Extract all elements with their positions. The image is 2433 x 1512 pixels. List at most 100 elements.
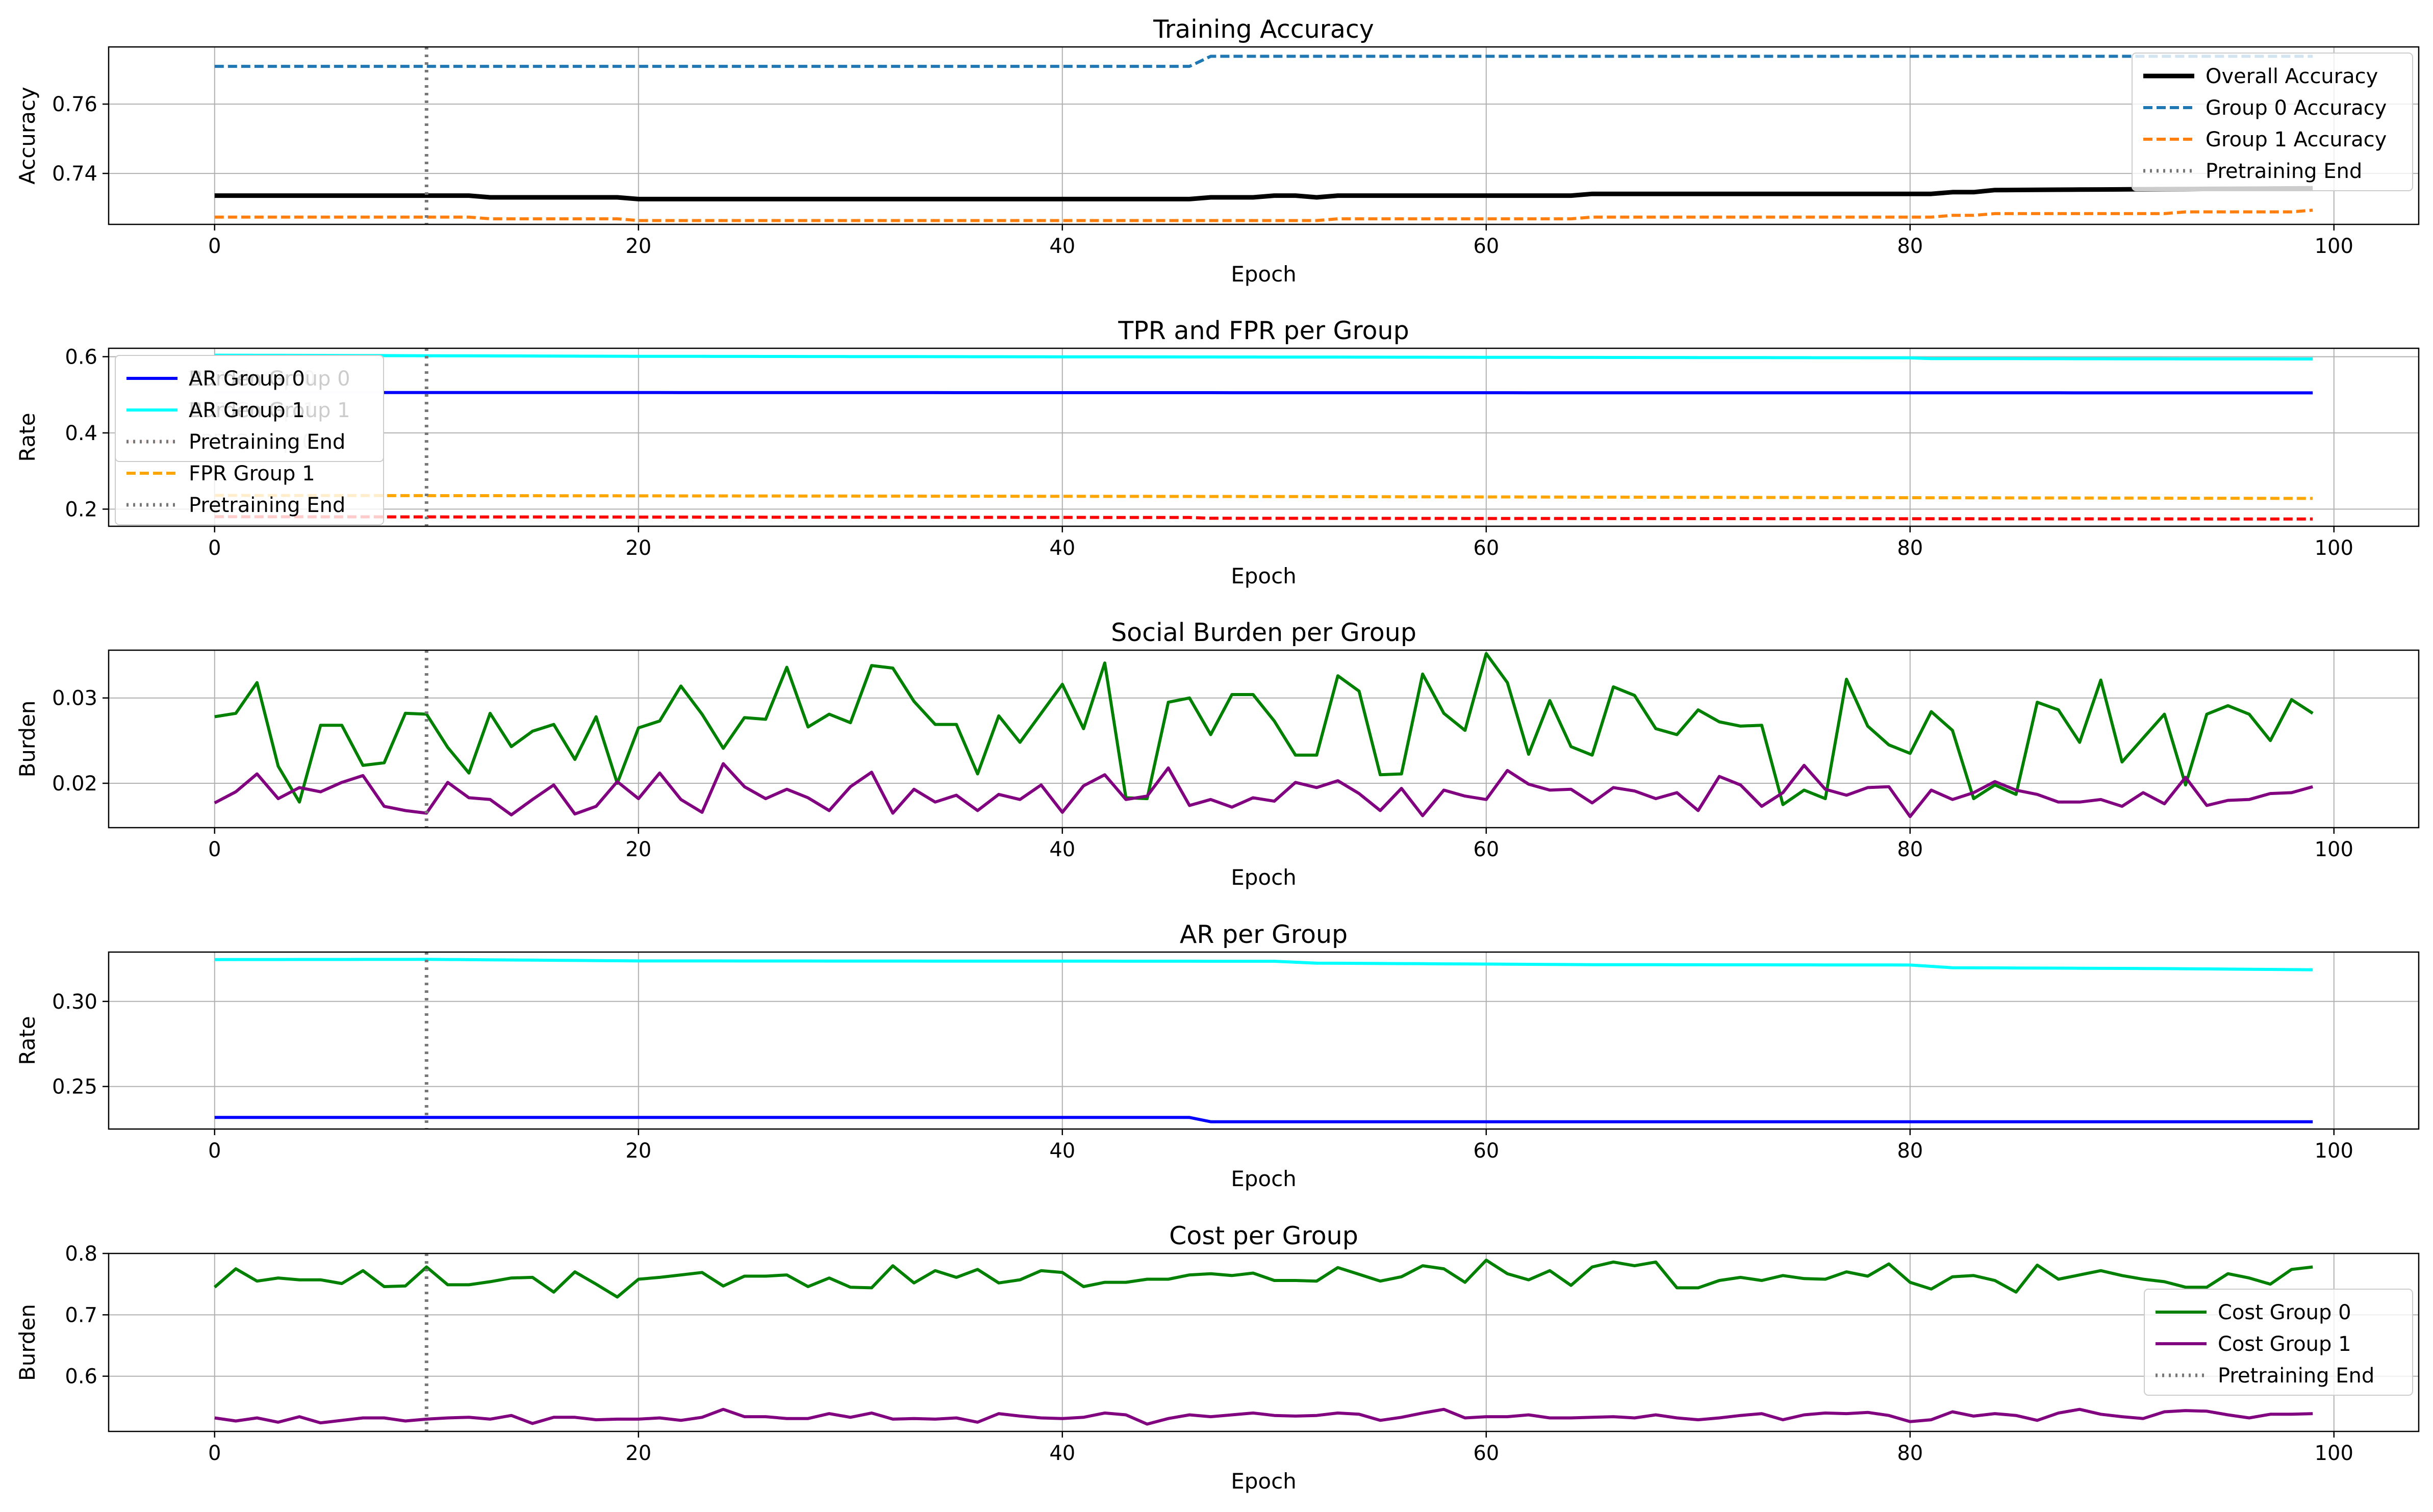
y-axis-label: Burden [15, 1304, 40, 1381]
x-tick-label: 80 [1897, 235, 1923, 258]
y-tick-label: 0.76 [52, 93, 97, 116]
plot-area [214, 348, 2313, 526]
series-line-1 [214, 762, 2314, 818]
axes-frame [108, 1252, 2420, 1432]
legend-label: Cost Group 1 [2218, 1332, 2351, 1356]
x-axis-label: Epoch [1231, 563, 1297, 588]
x-axis-label: Epoch [1231, 1469, 1297, 1494]
x-tick-label: 60 [1473, 536, 1499, 560]
series-line-1 [214, 1407, 2313, 1426]
series-line-2 [214, 515, 2313, 521]
legend-label: Pretraining End [2218, 1364, 2374, 1388]
plot-area [214, 650, 2314, 828]
y-axis-label: Accuracy [15, 87, 40, 185]
y-axis-label: Rate [15, 413, 40, 462]
x-tick-label: 80 [1897, 1442, 1923, 1465]
series-line-0 [213, 1259, 2313, 1299]
x-tick-label: 100 [2315, 536, 2353, 560]
x-tick-label: 100 [2315, 235, 2353, 258]
x-tick-label: 20 [625, 1442, 651, 1465]
x-tick-label: 80 [1897, 838, 1923, 861]
series-line-1 [214, 55, 2313, 68]
legend: AR Group 0 AR Group 1 Pretraining End [115, 355, 384, 462]
series-line-1 [214, 353, 2313, 361]
y-tick-label: 0.03 [52, 687, 97, 710]
panel-4: Cost per Group 0 20 40 60 80 100 0.6 0.7 0.8 Epoch… [15, 1221, 2420, 1494]
x-tick-label: 40 [1049, 235, 1075, 258]
legend-label: Pretraining End [2206, 160, 2362, 183]
axes-frame [108, 649, 2420, 829]
x-tick-label: 60 [1473, 1139, 1499, 1163]
legend-box [2132, 53, 2413, 191]
x-tick-label: 100 [2315, 838, 2353, 861]
panel-0: Training Accuracy 0 20 40 60 80 100 0.74 0.76 Epo… [15, 15, 2420, 287]
y-axis-label: Rate [15, 1016, 40, 1065]
legend-label: Group 1 Accuracy [2206, 128, 2387, 151]
x-tick-label: 20 [625, 235, 651, 258]
y-tick-label: 0.6 [65, 345, 97, 369]
legend-label: Pretraining End [189, 494, 345, 517]
x-axis-label: Epoch [1231, 1166, 1297, 1191]
x-tick-label: 80 [1897, 1139, 1923, 1163]
series-line-0 [214, 1116, 2313, 1123]
legend-label: Cost Group 0 [2218, 1301, 2351, 1324]
panel-title: Training Accuracy [1153, 15, 1374, 44]
legend-label: AR Group 0 [189, 367, 305, 391]
x-tick-label: 40 [1049, 1139, 1075, 1163]
x-tick-label: 20 [625, 838, 651, 861]
x-tick-label: 40 [1049, 838, 1075, 861]
x-axis-label: Epoch [1231, 262, 1297, 287]
panel-title: TPR and FPR per Group [1118, 316, 1409, 345]
x-axis-label: Epoch [1231, 865, 1297, 890]
series-line-3 [214, 494, 2313, 500]
panel-title: AR per Group [1180, 920, 1348, 949]
x-tick-label: 40 [1049, 536, 1075, 560]
y-axis-label: Burden [15, 700, 40, 777]
legend: Cost Group 0 Cost Group 1 Pretraining End [2144, 1289, 2413, 1396]
plot-area [214, 952, 2313, 1129]
legend-box [2144, 1289, 2413, 1396]
x-tick-label: 80 [1897, 536, 1923, 560]
legend-label: Overall Accuracy [2206, 65, 2378, 88]
panel-3: AR per Group 0 20 40 60 80 100 0.25 0.30 Epoch Rat… [15, 355, 2420, 1191]
x-tick-label: 20 [625, 1139, 651, 1163]
x-tick-label: 100 [2315, 1442, 2353, 1465]
y-tick-label: 0.30 [52, 990, 97, 1014]
y-tick-label: 0.25 [52, 1075, 97, 1099]
series-line-2 [214, 209, 2313, 222]
x-tick-label: 0 [208, 1139, 221, 1163]
series-line-0 [214, 652, 2314, 806]
plot-area [214, 47, 2313, 224]
x-tick-label: 20 [625, 536, 651, 560]
y-tick-label: 0.4 [65, 422, 97, 445]
x-tick-label: 0 [208, 838, 221, 861]
y-tick-label: 0.02 [52, 772, 97, 796]
legend-label: Pretraining End [189, 430, 345, 454]
legend: Overall Accuracy Group 0 Accuracy Group 1 … [2132, 53, 2413, 191]
y-tick-label: 0.6 [65, 1365, 97, 1389]
x-tick-label: 60 [1473, 838, 1499, 861]
panel-title: Cost per Group [1169, 1221, 1358, 1250]
y-tick-label: 0.7 [65, 1303, 97, 1327]
x-tick-label: 100 [2315, 1139, 2353, 1163]
y-tick-label: 0.8 [65, 1242, 97, 1266]
legend-label: AR Group 1 [189, 399, 305, 422]
y-tick-label: 0.2 [65, 498, 97, 521]
legend-label: Group 0 Accuracy [2206, 96, 2387, 120]
series-line-1 [214, 958, 2313, 971]
x-tick-label: 0 [208, 1442, 221, 1465]
x-tick-label: 60 [1473, 235, 1499, 258]
x-tick-label: 40 [1049, 1442, 1075, 1465]
legend-box [115, 355, 384, 462]
x-tick-label: 0 [208, 536, 221, 560]
axes-frame [108, 46, 2420, 225]
axes-frame [108, 347, 2420, 527]
series-line-0 [214, 186, 2313, 201]
axes-frame [108, 951, 2420, 1130]
plot-area [213, 1253, 2313, 1431]
legend-label: FPR Group 1 [189, 462, 315, 485]
panel-title: Social Burden per Group [1111, 618, 1416, 647]
x-tick-label: 60 [1473, 1442, 1499, 1465]
x-tick-label: 0 [208, 235, 221, 258]
